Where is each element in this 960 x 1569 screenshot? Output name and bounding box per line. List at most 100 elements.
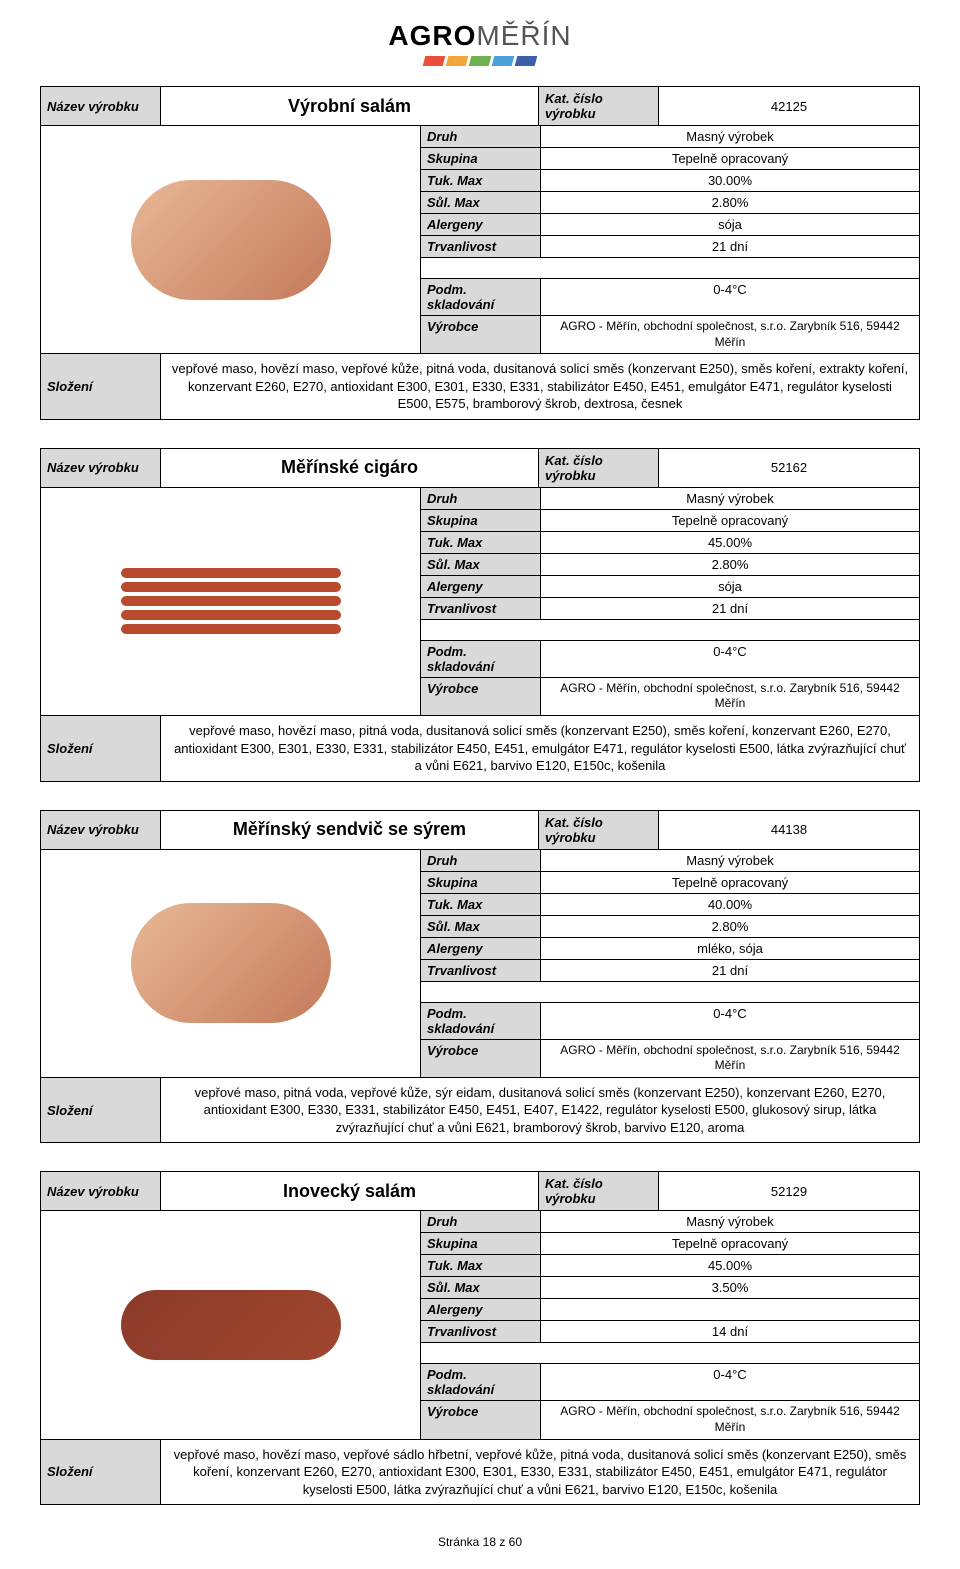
label-alergeny: Alergeny (421, 214, 541, 235)
value-podm: 0-4°C (541, 1003, 919, 1039)
logo-agro: AGRO (388, 20, 476, 51)
value-trvanlivost: 21 dní (541, 236, 919, 257)
value-vyrobce: AGRO - Měřín, obchodní společnost, s.r.o… (541, 1040, 919, 1077)
logo-merin: MĚŘÍN (476, 20, 571, 51)
value-vyrobce: AGRO - Měřín, obchodní společnost, s.r.o… (541, 1401, 919, 1438)
label-podm: Podm. skladování (421, 1364, 541, 1400)
value-slozeni: vepřové maso, hovězí maso, pitná voda, d… (161, 716, 919, 781)
label-skupina: Skupina (421, 1233, 541, 1254)
label-nazev: Název výrobku (41, 449, 161, 487)
label-trvanlivost: Trvanlivost (421, 960, 541, 981)
label-trvanlivost: Trvanlivost (421, 598, 541, 619)
product-name: Inovecký salám (161, 1172, 539, 1210)
value-trvanlivost: 14 dní (541, 1321, 919, 1342)
value-tuk: 30.00% (541, 170, 919, 191)
value-alergeny: mléko, sója (541, 938, 919, 959)
value-slozeni: vepřové maso, hovězí maso, vepřové kůže,… (161, 354, 919, 419)
value-alergeny: sója (541, 576, 919, 597)
label-nazev: Název výrobku (41, 811, 161, 849)
value-vyrobce: AGRO - Měřín, obchodní společnost, s.r.o… (541, 678, 919, 715)
value-skupina: Tepelně opracovaný (541, 1233, 919, 1254)
label-druh: Druh (421, 488, 541, 509)
label-alergeny: Alergeny (421, 1299, 541, 1320)
label-sul: Sůl. Max (421, 554, 541, 575)
label-druh: Druh (421, 126, 541, 147)
value-sul: 3.50% (541, 1277, 919, 1298)
value-podm: 0-4°C (541, 279, 919, 315)
label-tuk: Tuk. Max (421, 1255, 541, 1276)
label-tuk: Tuk. Max (421, 170, 541, 191)
logo-bar (515, 56, 538, 66)
label-slozeni: Složení (41, 354, 161, 419)
blank-row (421, 620, 919, 641)
value-podm: 0-4°C (541, 641, 919, 677)
logo-bar (423, 56, 446, 66)
label-skupina: Skupina (421, 872, 541, 893)
logo-bar (492, 56, 515, 66)
logo-text: AGROMĚŘÍN (40, 20, 920, 52)
value-alergeny (541, 1299, 919, 1320)
label-vyrobce: Výrobce (421, 678, 541, 715)
label-slozeni: Složení (41, 1078, 161, 1143)
label-sul: Sůl. Max (421, 1277, 541, 1298)
value-sul: 2.80% (541, 192, 919, 213)
label-sul: Sůl. Max (421, 192, 541, 213)
blank-row (421, 1343, 919, 1364)
label-skupina: Skupina (421, 510, 541, 531)
product-image (121, 551, 341, 651)
value-sul: 2.80% (541, 554, 919, 575)
label-vyrobce: Výrobce (421, 1401, 541, 1438)
value-tuk: 45.00% (541, 1255, 919, 1276)
product-image (121, 1290, 341, 1360)
label-alergeny: Alergeny (421, 938, 541, 959)
label-kat: Kat. číslo výrobku (539, 449, 659, 487)
product-name: Výrobní salám (161, 87, 539, 125)
product-image (131, 903, 331, 1023)
label-druh: Druh (421, 850, 541, 871)
product-block: Název výrobkuInovecký salámKat. číslo vý… (40, 1171, 920, 1505)
value-alergeny: sója (541, 214, 919, 235)
value-skupina: Tepelně opracovaný (541, 872, 919, 893)
label-trvanlivost: Trvanlivost (421, 236, 541, 257)
value-tuk: 45.00% (541, 532, 919, 553)
logo-bar (469, 56, 492, 66)
value-kat: 52129 (659, 1172, 919, 1210)
label-sul: Sůl. Max (421, 916, 541, 937)
value-vyrobce: AGRO - Měřín, obchodní společnost, s.r.o… (541, 316, 919, 353)
value-slozeni: vepřové maso, pitná voda, vepřové kůže, … (161, 1078, 919, 1143)
value-skupina: Tepelně opracovaný (541, 510, 919, 531)
label-skupina: Skupina (421, 148, 541, 169)
product-block: Název výrobkuMěřínský sendvič se sýremKa… (40, 810, 920, 1144)
value-trvanlivost: 21 dní (541, 598, 919, 619)
value-druh: Masný výrobek (541, 1211, 919, 1232)
value-tuk: 40.00% (541, 894, 919, 915)
label-slozeni: Složení (41, 716, 161, 781)
label-vyrobce: Výrobce (421, 1040, 541, 1077)
value-kat: 42125 (659, 87, 919, 125)
logo-bars (40, 56, 920, 66)
value-kat: 44138 (659, 811, 919, 849)
value-druh: Masný výrobek (541, 850, 919, 871)
label-nazev: Název výrobku (41, 1172, 161, 1210)
value-skupina: Tepelně opracovaný (541, 148, 919, 169)
label-kat: Kat. číslo výrobku (539, 811, 659, 849)
logo-bar (446, 56, 469, 66)
blank-row (421, 982, 919, 1003)
label-trvanlivost: Trvanlivost (421, 1321, 541, 1342)
blank-row (421, 258, 919, 279)
value-trvanlivost: 21 dní (541, 960, 919, 981)
label-podm: Podm. skladování (421, 641, 541, 677)
value-podm: 0-4°C (541, 1364, 919, 1400)
product-block: Název výrobkuVýrobní salámKat. číslo výr… (40, 86, 920, 420)
label-alergeny: Alergeny (421, 576, 541, 597)
product-image (131, 180, 331, 300)
label-tuk: Tuk. Max (421, 532, 541, 553)
label-podm: Podm. skladování (421, 279, 541, 315)
value-druh: Masný výrobek (541, 126, 919, 147)
product-block: Název výrobkuMěřínské cigároKat. číslo v… (40, 448, 920, 782)
value-kat: 52162 (659, 449, 919, 487)
page-footer: Stránka 18 z 60 (40, 1535, 920, 1549)
value-slozeni: vepřové maso, hovězí maso, vepřové sádlo… (161, 1440, 919, 1505)
value-sul: 2.80% (541, 916, 919, 937)
product-name: Měřínské cigáro (161, 449, 539, 487)
